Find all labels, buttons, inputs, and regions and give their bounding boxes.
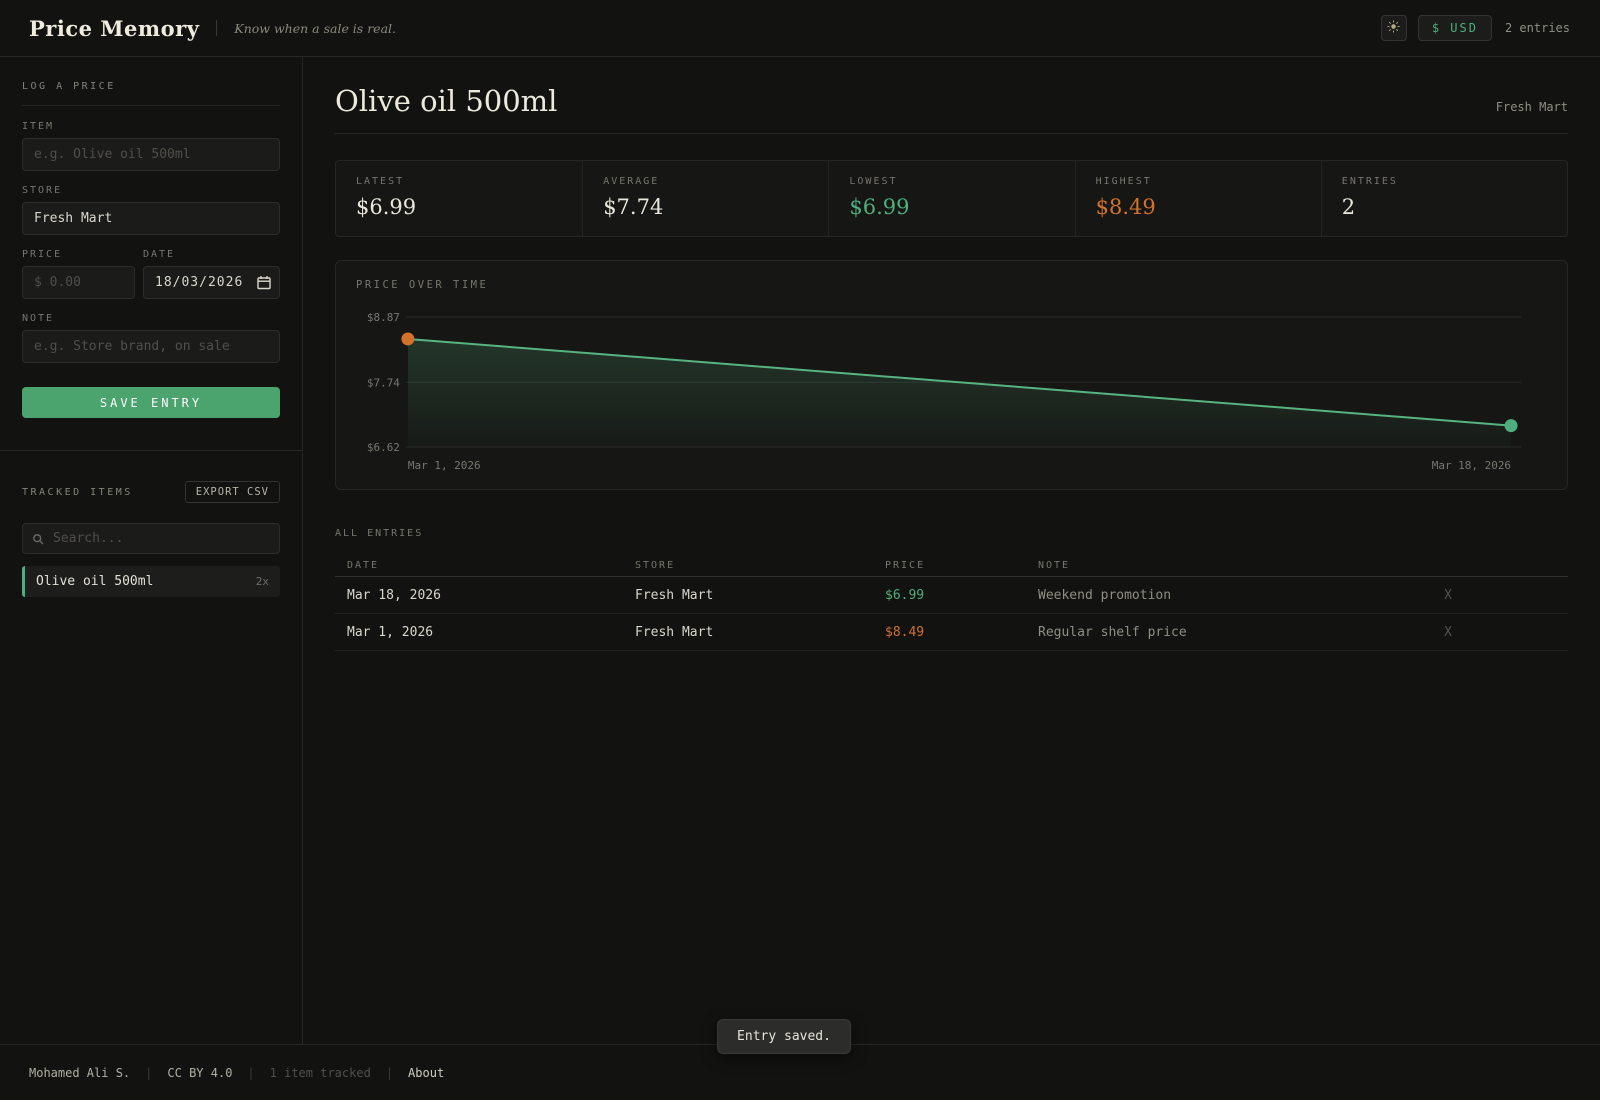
stat-value: 2: [1341, 195, 1356, 219]
delete-entry-button[interactable]: X: [1444, 587, 1452, 603]
toast-entry-saved: Entry saved.: [717, 1019, 851, 1054]
entry-date: Mar 18, 2026: [347, 587, 441, 603]
item-store-name: Fresh Mart: [1495, 100, 1568, 114]
entries-table: DATE STORE PRICE NOTE Mar 18, 2026 Fresh…: [335, 554, 1568, 651]
stat-label: LOWEST: [849, 176, 898, 187]
export-csv-button[interactable]: EXPORT CSV: [184, 481, 280, 503]
note-label: NOTE: [22, 313, 55, 324]
footer-separator: |: [247, 1065, 255, 1080]
entry-price: $6.99: [885, 587, 925, 603]
section-rule: [22, 105, 280, 106]
col-header-price: PRICE: [885, 559, 926, 571]
table-row: Mar 1, 2026 Fresh Mart $8.49 Regular she…: [335, 614, 1568, 651]
all-entries-heading: ALL ENTRIES: [335, 528, 424, 539]
stat-lowest: LOWEST $6.99: [828, 161, 1074, 236]
main-content: Olive oil 500ml Fresh Mart LATEST $6.99 …: [303, 57, 1600, 1044]
svg-text:$7.74: $7.74: [367, 376, 400, 389]
footer-tracked-summary: 1 item tracked: [269, 1065, 371, 1080]
col-header-store: STORE: [635, 559, 676, 571]
footer-separator: |: [385, 1065, 394, 1080]
app-tagline: Know when a sale is real.: [234, 20, 396, 36]
stat-entries: ENTRIES 2: [1320, 161, 1567, 236]
footer-separator: |: [145, 1065, 153, 1080]
footer-license: CC BY 4.0: [167, 1065, 233, 1080]
item-label: ITEM: [22, 121, 55, 132]
price-chart-svg: $8.87 $7.74 $6.62 Mar 1, 2026 Mar 18, 2026: [367, 311, 1522, 472]
sidebar: LOG A PRICE ITEM STORE PRICE DATE: [0, 57, 303, 1044]
table-row: Mar 18, 2026 Fresh Mart $6.99 Weekend pr…: [335, 577, 1568, 614]
search-icon: [32, 531, 45, 550]
price-label: PRICE: [22, 249, 63, 260]
entry-note: Regular shelf price: [1038, 624, 1187, 640]
col-header-note: NOTE: [1038, 559, 1071, 571]
entry-date: Mar 1, 2026: [347, 624, 434, 640]
entries-count: 2 entries: [1504, 21, 1570, 35]
tracked-item-olive-oil[interactable]: Olive oil 500ml 2x: [22, 566, 280, 597]
entry-note: Weekend promotion: [1038, 587, 1172, 603]
footer-author: Mohamed Ali S.: [29, 1065, 131, 1080]
item-input[interactable]: [22, 138, 280, 171]
stat-latest: LATEST $6.99: [336, 161, 582, 236]
sun-icon: [1387, 20, 1400, 36]
store-label: STORE: [22, 185, 63, 196]
title-rule: [335, 133, 1568, 134]
app-header: Price Memory Know when a sale is real. $…: [0, 0, 1600, 57]
tracked-item-count: 2x: [255, 575, 269, 588]
stat-value: $8.49: [1095, 195, 1156, 219]
svg-text:$8.87: $8.87: [367, 311, 400, 324]
chart-title: PRICE OVER TIME: [356, 279, 489, 291]
svg-text:Mar 18, 2026: Mar 18, 2026: [1432, 459, 1511, 472]
price-chart-panel: PRICE OVER TIME $8.87 $7.74 $6.62 Mar 1, 20…: [335, 260, 1568, 490]
svg-text:$6.62: $6.62: [367, 441, 400, 454]
sidebar-divider: [0, 450, 302, 451]
stat-average: AVERAGE $7.74: [582, 161, 828, 236]
stat-label: AVERAGE: [603, 176, 660, 187]
tracked-item-name: Olive oil 500ml: [36, 574, 154, 589]
search-input[interactable]: [22, 523, 280, 554]
stat-value: $7.74: [603, 195, 664, 219]
note-input[interactable]: [22, 330, 280, 363]
stat-label: ENTRIES: [1341, 176, 1398, 187]
date-label: DATE: [143, 249, 176, 260]
entry-price: $8.49: [885, 624, 925, 640]
stat-label: HIGHEST: [1095, 176, 1152, 187]
log-price-heading: LOG A PRICE: [22, 81, 116, 92]
stat-value: $6.99: [356, 195, 417, 219]
header-divider: [216, 20, 218, 36]
col-header-date: DATE: [347, 559, 380, 571]
delete-entry-button[interactable]: X: [1444, 624, 1452, 640]
save-entry-button[interactable]: SAVE ENTRY: [22, 387, 280, 418]
entry-store: Fresh Mart: [635, 587, 714, 603]
currency-button[interactable]: $ USD: [1417, 15, 1492, 41]
app-logo: Price Memory: [29, 15, 200, 41]
stat-highest: HIGHEST $8.49: [1074, 161, 1321, 236]
entry-store: Fresh Mart: [635, 624, 714, 640]
tracked-items-heading: TRACKED ITEMS: [22, 486, 133, 498]
date-input[interactable]: [143, 266, 280, 299]
stats-row: LATEST $6.99 AVERAGE $7.74 LOWEST $6.99 …: [335, 160, 1568, 237]
stat-label: LATEST: [356, 176, 405, 187]
table-header-row: DATE STORE PRICE NOTE: [335, 554, 1568, 577]
stat-value: $6.99: [849, 195, 910, 219]
footer-about-link[interactable]: About: [408, 1065, 445, 1080]
svg-text:Mar 1, 2026: Mar 1, 2026: [408, 459, 481, 472]
price-input[interactable]: [22, 266, 135, 299]
page-title: Olive oil 500ml: [335, 84, 558, 118]
theme-toggle-button[interactable]: [1380, 15, 1407, 41]
store-input[interactable]: [22, 202, 280, 235]
